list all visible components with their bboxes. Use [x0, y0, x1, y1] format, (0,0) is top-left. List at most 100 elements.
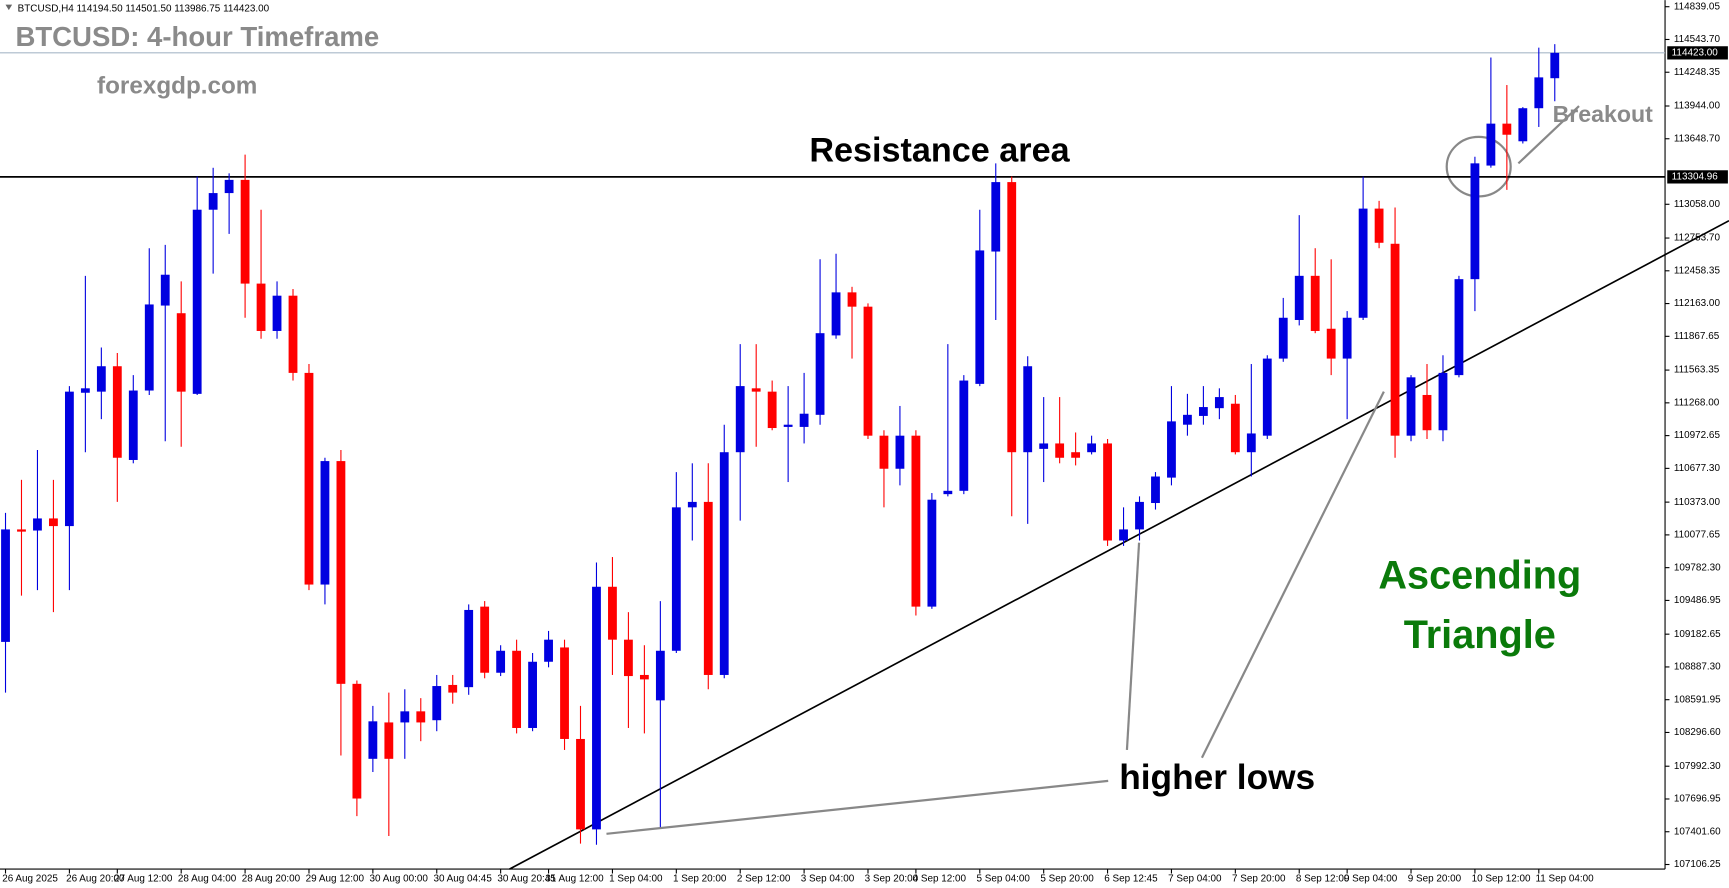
candle-body — [224, 179, 234, 194]
icon — [5, 4, 13, 11]
y-tick-label: 112163.00 — [1674, 298, 1721, 309]
candle-body — [80, 388, 90, 393]
arrow — [606, 779, 1109, 835]
candle-body — [1310, 275, 1320, 331]
candle-body — [1358, 208, 1368, 318]
arrow — [1125, 542, 1141, 751]
x-tick-label: 27 Aug 12:00 — [114, 874, 173, 885]
candle-body — [1230, 403, 1240, 453]
annotation: Triangle — [1404, 613, 1556, 657]
candle-body — [671, 507, 681, 651]
y-tick-label: 107106.25 — [1674, 859, 1721, 870]
x-tick-label: 10 Sep 12:00 — [1472, 874, 1531, 885]
candle-body — [1103, 443, 1112, 541]
candle-body — [384, 722, 394, 759]
candle-body — [416, 711, 426, 723]
candle-body — [831, 292, 841, 336]
annotation: Ascending — [1378, 553, 1581, 597]
candle-body — [49, 518, 58, 527]
x-tick-label: 5 Sep 04:00 — [976, 874, 1030, 885]
candle-body — [1214, 397, 1224, 409]
y-tick-label: 113944.00 — [1674, 101, 1721, 112]
candle-body — [544, 639, 553, 662]
candle-body — [1550, 52, 1560, 79]
candle-body — [17, 529, 26, 532]
y-tick-label: 110972.65 — [1674, 430, 1721, 441]
candle-body — [576, 738, 585, 830]
candle-body — [703, 501, 713, 675]
candle-body — [592, 586, 601, 830]
y-tick-label: 110677.30 — [1674, 463, 1721, 474]
candle-body — [304, 372, 314, 585]
candle-body — [1502, 123, 1512, 135]
candle-body — [272, 295, 282, 331]
candle-body — [959, 380, 969, 491]
x-tick-label: 26 Aug 2025 — [2, 874, 58, 885]
candle-body — [1198, 407, 1208, 416]
candle-body — [1486, 123, 1496, 166]
candle-body — [448, 684, 458, 693]
y-tick-label: 112458.35 — [1674, 265, 1721, 276]
marks — [0, 44, 1666, 845]
candle-body — [512, 650, 522, 728]
candle-body — [1183, 414, 1192, 425]
x-tick-label: 30 Aug 04:45 — [433, 874, 492, 885]
candle-body — [1454, 279, 1464, 376]
y-tick-label: 114543.70 — [1674, 34, 1721, 45]
candle-body — [1087, 443, 1097, 453]
y-tick-label: 108887.30 — [1674, 662, 1721, 673]
x-tick-label: 5 Sep 20:00 — [1040, 874, 1094, 885]
candle-body — [1262, 358, 1272, 436]
chart-subtitle: forexgdp.com — [97, 73, 257, 100]
candle-body — [1294, 275, 1304, 320]
candle-body — [1422, 394, 1432, 431]
x-tick-label: 9 Sep 04:00 — [1344, 874, 1398, 885]
x-tick-label: 1 Sep 04:00 — [609, 874, 663, 885]
candle-body — [863, 306, 873, 436]
chart-title: BTCUSD: 4-hour Timeframe — [15, 21, 379, 52]
y-tick-label: 107696.95 — [1674, 794, 1721, 805]
candle-body — [1, 529, 10, 642]
candle-body — [1406, 377, 1416, 436]
x-tick-label: 2 Sep 12:00 — [737, 874, 791, 885]
x-tick-label: 28 Aug 20:00 — [242, 874, 301, 885]
x-tick-label: 30 Aug 00:00 — [370, 874, 429, 885]
candle-body — [1151, 476, 1160, 504]
y-tick-label: 111867.65 — [1674, 331, 1720, 342]
price-label: 113304.96 — [1672, 172, 1719, 183]
candle-body — [112, 366, 122, 458]
candle-body — [639, 674, 649, 680]
y-tick-label: 109782.30 — [1674, 562, 1721, 573]
candle-body — [767, 391, 777, 429]
price-label-box — [1667, 170, 1728, 184]
trend-line — [509, 219, 1729, 870]
y-tick-label: 110373.00 — [1674, 497, 1721, 508]
candle-body — [480, 606, 490, 673]
x-tick-label: 31 Aug 12:00 — [545, 874, 604, 885]
candle-body — [256, 283, 266, 331]
y-tick-label: 111563.35 — [1674, 365, 1720, 376]
x-tick-label: 29 Aug 12:00 — [306, 874, 365, 885]
y-tick-label: 112753.70 — [1674, 233, 1721, 244]
candle-body — [1246, 433, 1256, 453]
annotation: Breakout — [1553, 101, 1654, 127]
annotation: Resistance area — [809, 131, 1070, 169]
x-tick-label: 26 Aug 20:00 — [66, 874, 125, 885]
candle-body — [1342, 317, 1352, 359]
candle-body — [895, 435, 905, 469]
candle-body — [208, 193, 218, 210]
arrow — [1517, 105, 1580, 165]
candle-body — [911, 435, 921, 607]
candle-body — [128, 390, 138, 460]
x-tick-label: 1 Sep 20:00 — [673, 874, 727, 885]
candle-body — [927, 499, 937, 607]
candle-body — [1119, 529, 1128, 541]
candle-body — [608, 586, 617, 640]
candle-body — [400, 711, 410, 723]
candle-body — [1470, 163, 1480, 280]
candle-body — [751, 388, 761, 392]
header: BTCUSD,H4 114194.50 114501.50 113986.75 … — [18, 4, 270, 15]
candle-body — [975, 250, 985, 384]
y-tick-label: 114248.35 — [1674, 67, 1721, 78]
